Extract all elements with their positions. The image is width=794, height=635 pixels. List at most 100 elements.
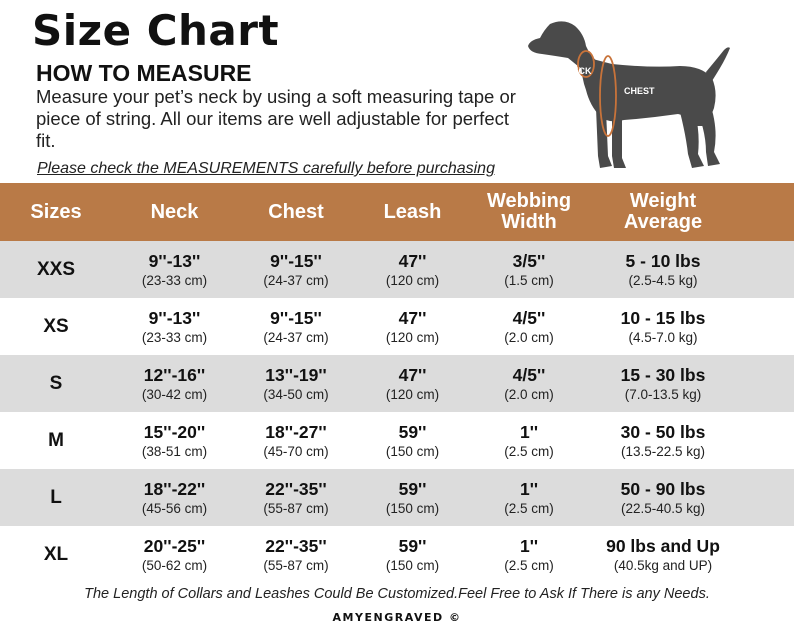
leash-cell: 47'' (120 cm) [355, 365, 470, 403]
table-row: XL 20''-25'' (50-62 cm) 22''-35'' (55-87 cm)… [0, 526, 794, 583]
dog-silhouette-icon [528, 21, 730, 168]
table-header-row: Sizes Neck Chest Leash Webbing Width Wei… [0, 183, 794, 241]
neck-metric: (30-42 cm) [141, 386, 208, 402]
chest-metric: (55-87 cm) [263, 500, 329, 516]
weight-metric: (40.5kg and UP) [613, 557, 713, 573]
webbing-cell: 1'' (2.5 cm) [470, 422, 588, 460]
weight-metric: (7.0-13.5 kg) [624, 386, 702, 402]
neck-value: 18''-22'' [143, 478, 206, 499]
size-cell: XL [43, 543, 69, 565]
neck-value: 12''-16'' [143, 364, 206, 385]
weight-value: 30 - 50 lbs [620, 421, 706, 442]
chest-value: 9''-15'' [270, 250, 322, 271]
size-cell: XS [43, 315, 69, 337]
chest-value: 22''-35'' [265, 478, 327, 499]
table-row: XS 9''-13'' (23-33 cm) 9''-15'' (24-37 cm) 47… [0, 298, 794, 355]
weight-metric: (22.5-40.5 kg) [620, 500, 706, 516]
webbing-value: 1'' [519, 421, 539, 442]
webbing-metric: (2.0 cm) [504, 329, 554, 345]
measurement-warning: Please check the MEASUREMENTS carefully … [37, 160, 495, 177]
neck-cell: 15''-20'' (38-51 cm) [112, 422, 237, 460]
size-cell: S [49, 372, 63, 394]
neck-cell: 9''-13'' (23-33 cm) [112, 251, 237, 289]
chest-label: CHEST [624, 86, 655, 96]
webbing-value: 4/5'' [512, 364, 546, 385]
neck-cell: 12''-16'' (30-42 cm) [112, 365, 237, 403]
customization-note: The Length of Collars and Leashes Could … [84, 586, 710, 602]
weight-cell: 10 - 15 lbs (4.5-7.0 kg) [588, 308, 738, 346]
neck-value: 9''-13'' [148, 250, 201, 271]
leash-value: 47'' [398, 250, 427, 271]
webbing-metric: (2.5 cm) [504, 557, 554, 573]
chest-metric: (45-70 cm) [263, 443, 329, 459]
neck-cell: 18''-22'' (45-56 cm) [112, 479, 237, 517]
weight-cell: 50 - 90 lbs (22.5-40.5 kg) [588, 479, 738, 517]
webbing-cell: 3/5'' (1.5 cm) [470, 251, 588, 289]
leash-value: 59'' [398, 535, 427, 556]
header-chest: Chest [268, 200, 324, 223]
how-to-measure-heading: HOW TO MEASURE [36, 60, 252, 86]
leash-cell: 47'' (120 cm) [355, 308, 470, 346]
chest-metric: (24-37 cm) [263, 272, 329, 288]
weight-value: 50 - 90 lbs [620, 478, 706, 499]
chest-cell: 9''-15'' (24-37 cm) [237, 308, 355, 346]
leash-value: 47'' [398, 364, 427, 385]
header-leash: Leash [383, 200, 442, 223]
webbing-cell: 1'' (2.5 cm) [470, 536, 588, 574]
chest-cell: 18''-27'' (45-70 cm) [237, 422, 355, 460]
neck-metric: (45-56 cm) [141, 500, 208, 516]
weight-metric: (2.5-4.5 kg) [628, 272, 698, 288]
leash-cell: 59'' (150 cm) [355, 422, 470, 460]
table-row: M 15''-20'' (38-51 cm) 18''-27'' (45-70 cm) 5… [0, 412, 794, 469]
weight-cell: 30 - 50 lbs (13.5-22.5 kg) [588, 422, 738, 460]
neck-label: NECK [566, 66, 592, 76]
measure-instructions: Measure your pet’s neck by using a soft … [36, 86, 516, 151]
leash-metric: (150 cm) [385, 500, 440, 516]
leash-metric: (150 cm) [385, 557, 440, 573]
webbing-cell: 4/5'' (2.0 cm) [470, 365, 588, 403]
webbing-metric: (2.0 cm) [504, 386, 554, 402]
chest-value: 9''-15'' [270, 307, 322, 328]
leash-metric: (150 cm) [385, 443, 440, 459]
leash-metric: (120 cm) [385, 329, 440, 345]
chest-metric: (24-37 cm) [263, 329, 329, 345]
neck-metric: (50-62 cm) [141, 557, 208, 573]
weight-metric: (4.5-7.0 kg) [628, 329, 698, 345]
webbing-value: 1'' [519, 535, 539, 556]
dog-measure-illustration: NECK CHEST [520, 16, 735, 182]
header-sizes: Sizes [30, 200, 82, 223]
size-table: Sizes Neck Chest Leash Webbing Width Wei… [0, 183, 794, 583]
page-title: Size Chart [32, 6, 280, 55]
leash-metric: (120 cm) [385, 272, 440, 288]
chest-cell: 13''-19'' (34-50 cm) [237, 365, 355, 403]
chest-cell: 22''-35'' (55-87 cm) [237, 479, 355, 517]
table-row: XXS 9''-13'' (23-33 cm) 9''-15'' (24-37 cm) 4… [0, 241, 794, 298]
header-neck: Neck [150, 200, 199, 223]
weight-value: 5 - 10 lbs [625, 250, 701, 271]
header-weight-average: Weight Average [623, 190, 703, 233]
webbing-metric: (2.5 cm) [504, 443, 554, 459]
weight-cell: 5 - 10 lbs (2.5-4.5 kg) [588, 251, 738, 289]
webbing-value: 4/5'' [512, 307, 546, 328]
size-cell: M [48, 429, 64, 451]
webbing-value: 3/5'' [512, 250, 546, 271]
weight-cell: 90 lbs and Up (40.5kg and UP) [588, 536, 738, 574]
chest-value: 22''-35'' [265, 535, 327, 556]
chest-cell: 9''-15'' (24-37 cm) [237, 251, 355, 289]
neck-cell: 20''-25'' (50-62 cm) [112, 536, 237, 574]
leash-metric: (120 cm) [385, 386, 440, 402]
neck-metric: (23-33 cm) [141, 272, 208, 288]
chest-value: 13''-19'' [265, 364, 327, 385]
weight-value: 10 - 15 lbs [620, 307, 706, 328]
chest-metric: (34-50 cm) [263, 386, 329, 402]
table-row: S 12''-16'' (30-42 cm) 13''-19'' (34-50 cm) 4… [0, 355, 794, 412]
leash-cell: 59'' (150 cm) [355, 536, 470, 574]
weight-value: 90 lbs and Up [606, 535, 720, 556]
size-cell: L [50, 486, 62, 508]
leash-value: 47'' [398, 307, 427, 328]
neck-cell: 9''-13'' (23-33 cm) [112, 308, 237, 346]
webbing-value: 1'' [519, 478, 539, 499]
neck-value: 15''-20'' [143, 421, 206, 442]
chest-value: 18''-27'' [265, 421, 327, 442]
webbing-metric: (1.5 cm) [504, 272, 554, 288]
